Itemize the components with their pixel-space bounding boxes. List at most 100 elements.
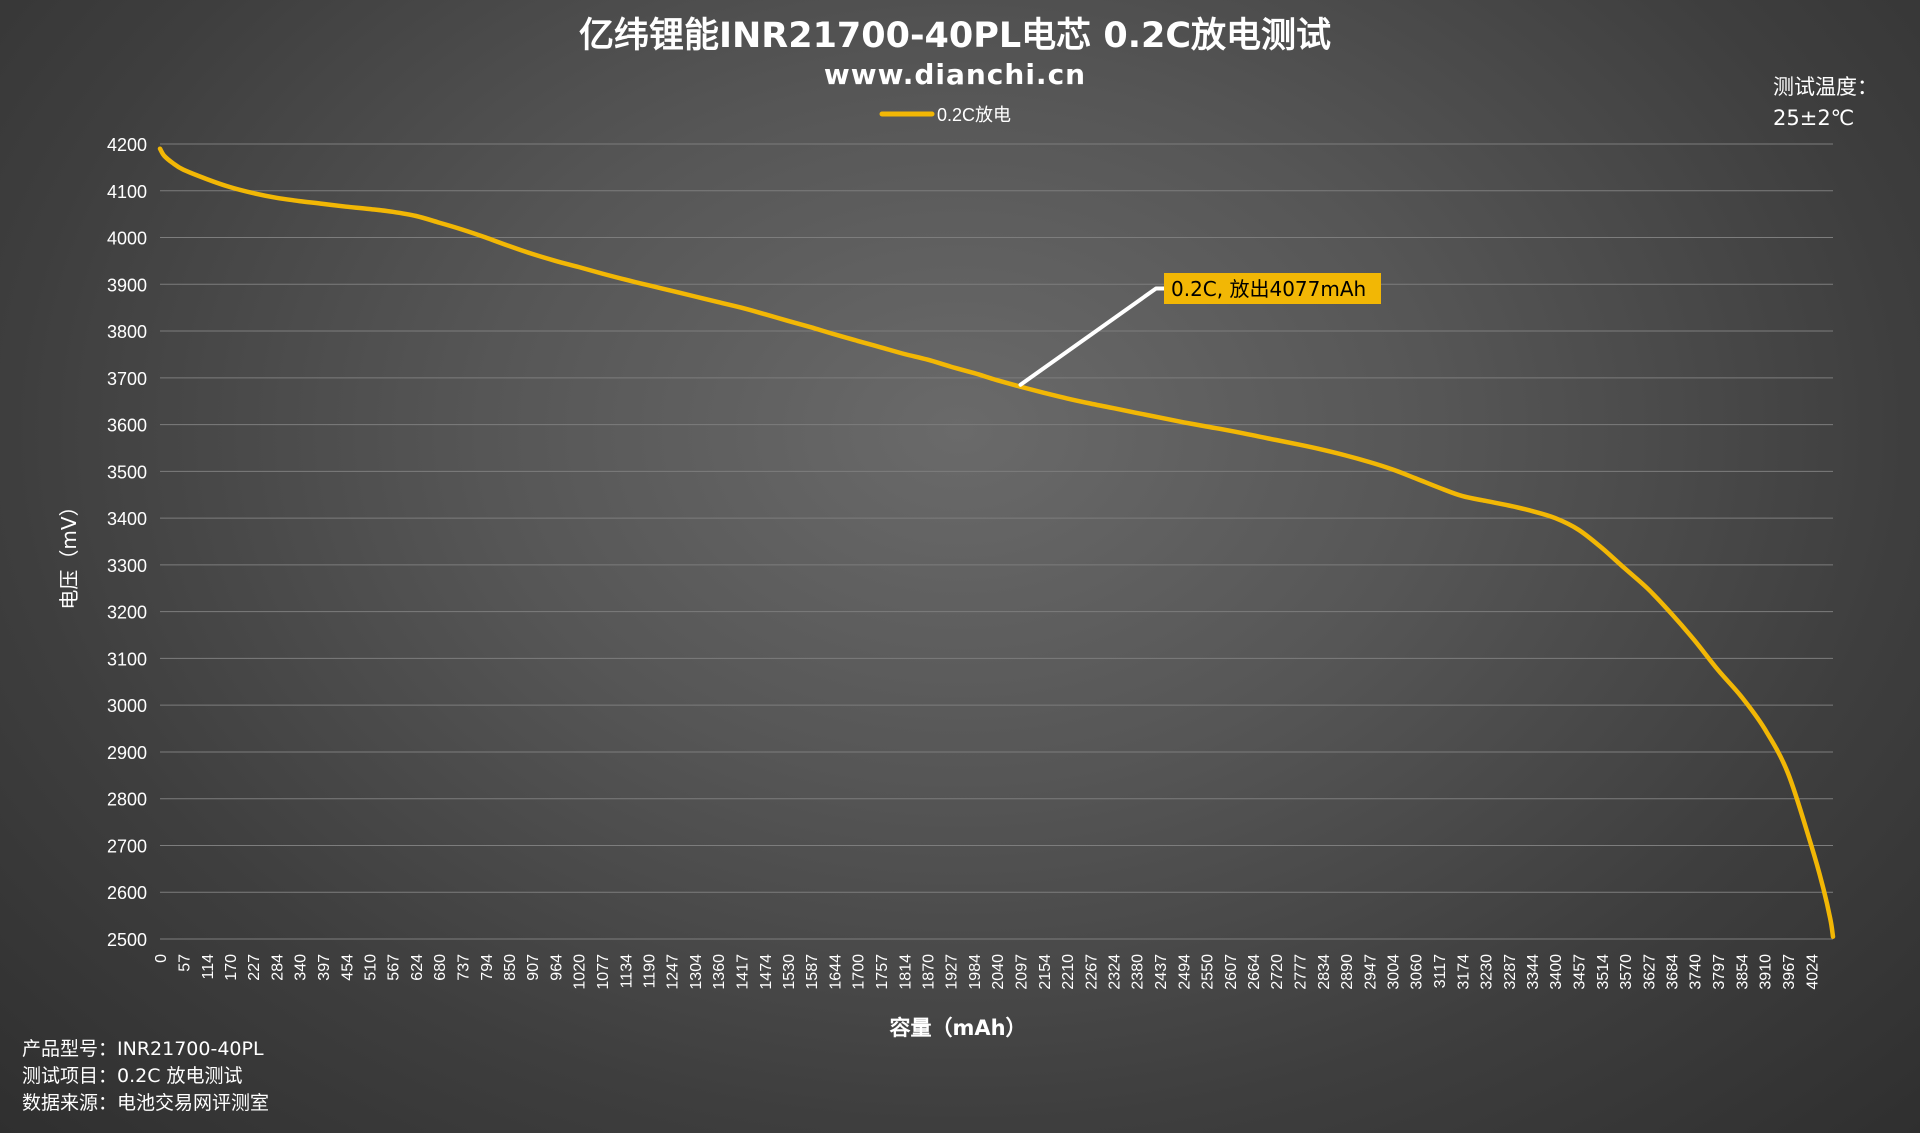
x-tick-label: 1304 (688, 954, 705, 990)
x-tick-label: 737 (455, 954, 472, 981)
x-tick-label: 3230 (1478, 954, 1495, 990)
test-temperature: 测试温度： 25±2℃ (1773, 72, 1878, 134)
x-tick-label: 3457 (1572, 954, 1589, 990)
y-axis-ticks: 4200 4100 4000 3900 3800 3700 3600 3500 3400 3300… (107, 135, 147, 950)
x-tick-label: 3514 (1595, 954, 1612, 990)
x-tick-label: 3570 (1618, 954, 1635, 990)
x-tick-label: 510 (362, 954, 379, 981)
x-tick-label: 1417 (734, 954, 751, 990)
info-test-item: 测试项目：0.2C 放电测试 (22, 1065, 243, 1087)
legend: 0.2C放电 (879, 105, 1011, 125)
y-tick-label: 4200 (107, 135, 147, 155)
x-tick-label: 284 (270, 954, 287, 981)
x-tick-label: 3797 (1711, 954, 1728, 990)
x-tick-label: 2834 (1316, 954, 1333, 990)
info-block: 产品型号：INR21700-40PL 测试项目：0.2C 放电测试 数据来源：电… (22, 1036, 269, 1117)
x-tick-label: 1700 (851, 954, 868, 990)
y-tick-label: 3800 (107, 322, 147, 342)
x-tick-label: 2777 (1293, 954, 1310, 990)
x-tick-label: 3967 (1781, 954, 1798, 990)
info-data-source: 数据来源：电池交易网评测室 (22, 1092, 270, 1114)
x-tick-label: 3740 (1688, 954, 1705, 990)
x-tick-label: 2947 (1362, 954, 1379, 990)
x-tick-label: 2267 (1083, 954, 1100, 990)
y-tick-label: 2800 (107, 790, 147, 810)
y-tick-label: 3700 (107, 369, 147, 389)
x-tick-label: 2210 (1060, 954, 1077, 990)
x-tick-label: 3854 (1734, 954, 1751, 990)
x-tick-label: 170 (223, 954, 240, 981)
x-tick-label: 624 (409, 954, 426, 981)
x-tick-label: 0 (153, 954, 170, 963)
x-axis-ticks: 0 57 114 170 227 284 340 397 454 510 567 624 680 737 7… (153, 954, 1821, 990)
x-tick-label: 2097 (1014, 954, 1031, 990)
x-tick-label: 2324 (1107, 954, 1124, 990)
x-tick-label: 680 (432, 954, 449, 981)
y-tick-label: 4000 (107, 229, 147, 249)
test-temperature-value: 25±2℃ (1773, 106, 1855, 130)
x-tick-label: 454 (339, 954, 356, 981)
x-tick-label: 227 (246, 954, 263, 981)
x-tick-label: 2607 (1223, 954, 1240, 990)
x-tick-label: 3174 (1455, 954, 1472, 990)
x-tick-label: 1927 (944, 954, 961, 990)
x-tick-label: 1984 (967, 954, 984, 990)
legend-label: 0.2C放电 (937, 105, 1011, 125)
info-model: 产品型号：INR21700-40PL (22, 1038, 264, 1060)
x-tick-label: 2890 (1339, 954, 1356, 990)
annotation-label: 0.2C, 放出4077mAh (1171, 277, 1366, 301)
x-tick-label: 1757 (874, 954, 891, 990)
x-tick-label: 2437 (1153, 954, 1170, 990)
x-tick-label: 1814 (897, 954, 914, 990)
x-tick-label: 850 (502, 954, 519, 981)
x-tick-label: 2664 (1246, 954, 1263, 990)
x-tick-label: 1020 (572, 954, 589, 990)
x-tick-label: 1587 (804, 954, 821, 990)
y-tick-label: 3900 (107, 275, 147, 295)
y-tick-label: 2700 (107, 836, 147, 856)
y-tick-label: 2500 (107, 930, 147, 950)
x-tick-label: 3117 (1432, 954, 1449, 989)
y-tick-label: 2900 (107, 743, 147, 763)
annotation-box (1164, 273, 1381, 304)
x-tick-label: 1077 (595, 954, 612, 990)
series-group (157, 146, 1836, 939)
x-tick-label: 1530 (781, 954, 798, 990)
series-line (157, 146, 1836, 939)
y-tick-label: 3100 (107, 649, 147, 669)
x-tick-label: 397 (316, 954, 333, 981)
x-tick-label: 1870 (920, 954, 937, 990)
x-tick-label: 2550 (1199, 954, 1216, 990)
x-tick-label: 2380 (1130, 954, 1147, 990)
x-tick-label: 2040 (990, 954, 1007, 990)
x-axis-title: 容量（mAh） (889, 1016, 1026, 1040)
x-tick-label: 2494 (1176, 954, 1193, 990)
x-tick-label: 1474 (758, 954, 775, 990)
x-tick-label: 794 (479, 954, 496, 981)
x-tick-label: 3344 (1525, 954, 1542, 990)
y-tick-label: 3500 (107, 462, 147, 482)
x-tick-label: 3627 (1641, 954, 1658, 990)
y-axis-title: 电压（mV） (57, 496, 81, 609)
annotation-group: 0.2C, 放出4077mAh (1018, 273, 1381, 387)
y-tick-label: 3200 (107, 603, 147, 623)
test-temperature-label: 测试温度： (1773, 75, 1878, 99)
y-tick-label: 3000 (107, 696, 147, 716)
chart-title: 亿纬锂能INR21700-40PL电芯 0.2C放电测试 (579, 16, 1331, 56)
x-tick-label: 1190 (641, 954, 658, 989)
x-tick-label: 114 (200, 954, 217, 980)
y-tick-label: 3300 (107, 556, 147, 576)
x-tick-label: 1360 (711, 954, 728, 990)
y-tick-label: 3400 (107, 509, 147, 529)
chart-subtitle: www.dianchi.cn (824, 58, 1086, 91)
x-tick-label: 3287 (1502, 954, 1519, 990)
x-tick-label: 4024 (1804, 954, 1821, 990)
x-tick-label: 3400 (1548, 954, 1565, 990)
x-tick-label: 3910 (1757, 954, 1774, 990)
x-tick-label: 57 (176, 954, 193, 972)
x-tick-label: 567 (386, 954, 403, 981)
x-tick-label: 1134 (618, 954, 635, 989)
grid-lines (160, 143, 1833, 940)
